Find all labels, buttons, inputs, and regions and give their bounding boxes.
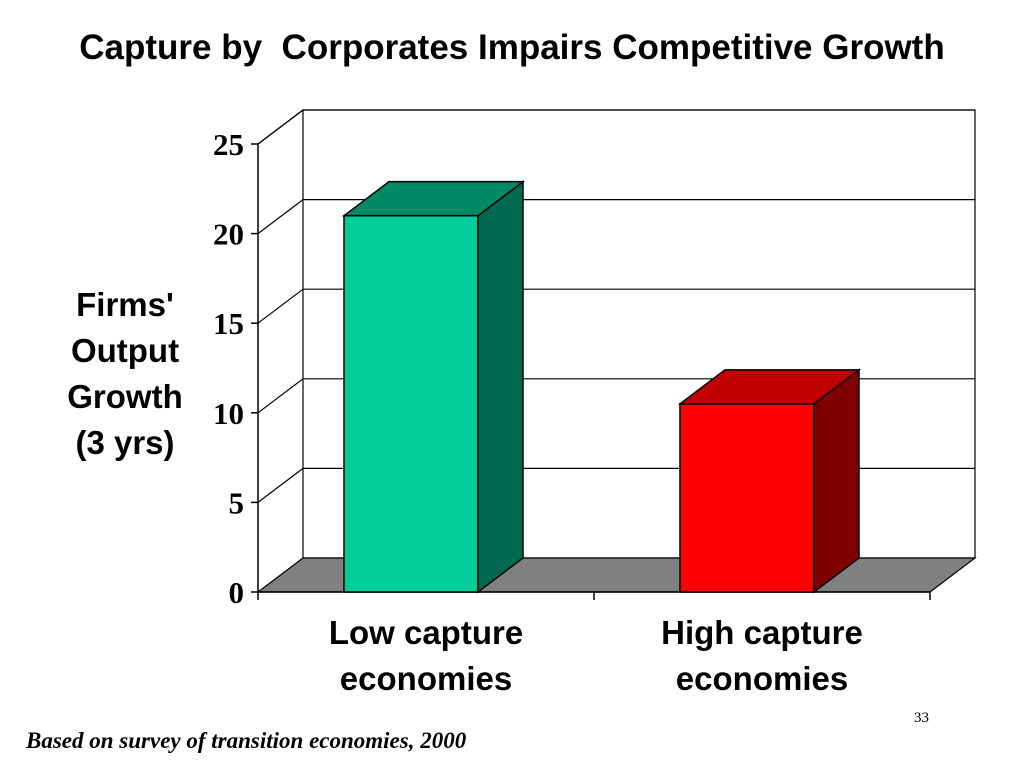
y-axis-label-line: Firms' <box>76 286 174 323</box>
y-axis-label-line: (3 yrs) <box>75 424 175 461</box>
bar-front <box>343 214 479 593</box>
bar-side <box>477 180 524 594</box>
y-tick-label: 10 <box>213 396 244 431</box>
x-category-label: economies <box>340 660 512 697</box>
y-tick-label: 0 <box>229 575 245 610</box>
x-category-label: economies <box>676 660 848 697</box>
bar-front <box>679 403 815 593</box>
x-category-label: Low capture <box>329 614 523 651</box>
gridline-side <box>257 199 304 235</box>
y-axis-label-line: Output <box>70 332 180 369</box>
y-axis-label: Firms' Output Growth (3 yrs) <box>40 282 210 466</box>
x-category-label: High capture <box>661 614 863 651</box>
gridline-side <box>257 467 304 503</box>
gridline-side <box>257 378 304 414</box>
bar-top <box>677 369 862 405</box>
bar-side <box>813 368 860 594</box>
slide-number: 33 <box>914 710 929 726</box>
y-tick-label: 20 <box>213 217 244 252</box>
slide-title: Capture by Corporates Impairs Competitiv… <box>79 28 945 67</box>
y-tick-label: 15 <box>213 306 244 341</box>
y-tick-label: 25 <box>213 127 244 162</box>
footnote: Based on survey of transition economies,… <box>26 728 467 753</box>
bar-top <box>341 180 526 217</box>
gridline-side <box>257 288 304 324</box>
gridline-side <box>257 109 304 145</box>
y-axis-label-line: Growth <box>67 378 183 415</box>
y-tick-label: 5 <box>229 485 245 520</box>
